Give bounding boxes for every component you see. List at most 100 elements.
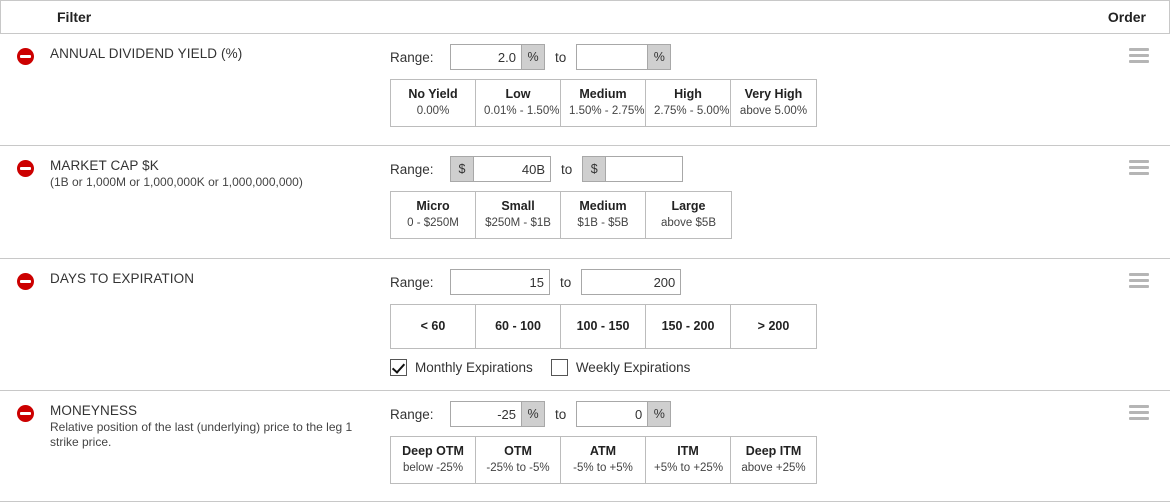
dollar-prefix: $ <box>450 156 473 182</box>
bucket-group: No Yield 0.00% Low 0.01% - 1.50% Medium … <box>390 79 817 127</box>
filter-title: DAYS TO EXPIRATION <box>50 271 195 286</box>
filter-controls-cell: Range: % to % Deep OTM below -25% OTM <box>390 391 1108 484</box>
range-label: Range: <box>390 274 434 290</box>
bucket-option[interactable]: Deep OTM below -25% <box>391 437 476 483</box>
bucket-sublabel: above 5.00% <box>739 105 808 117</box>
remove-cell <box>0 146 50 177</box>
remove-cell <box>0 34 50 65</box>
bucket-option[interactable]: Low 0.01% - 1.50% <box>476 80 561 126</box>
checkbox-weekly-expirations[interactable]: Weekly Expirations <box>550 359 691 376</box>
column-header-order: Order <box>1107 9 1146 25</box>
bucket-sublabel: 2.75% - 5.00% <box>654 105 730 117</box>
filter-row: MONEYNESS Relative position of the last … <box>0 391 1170 502</box>
percent-suffix: % <box>648 44 672 70</box>
bucket-label: Very High <box>744 87 803 101</box>
checkbox-checked-icon[interactable] <box>390 359 407 376</box>
bucket-option[interactable]: OTM -25% to -5% <box>476 437 561 483</box>
bucket-option[interactable]: No Yield 0.00% <box>391 80 476 126</box>
bucket-option[interactable]: < 60 <box>391 305 476 348</box>
bucket-group: < 60 60 - 100 100 - 150 150 - 200 > 200 <box>390 304 817 349</box>
remove-circle-icon[interactable] <box>16 160 34 177</box>
bucket-label: < 60 <box>420 319 446 333</box>
filter-title: ANNUAL DIVIDEND YIELD (%) <box>50 46 243 61</box>
bucket-label: Small <box>501 199 535 213</box>
bucket-sublabel: 0 - $250M <box>407 217 459 229</box>
range-from-input[interactable] <box>450 401 522 427</box>
filter-name-cell: MARKET CAP $K (1B or 1,000M or 1,000,000… <box>50 146 390 190</box>
bucket-label: High <box>674 87 702 101</box>
range-to-input[interactable] <box>581 269 682 295</box>
filter-row: MARKET CAP $K (1B or 1,000M or 1,000,000… <box>0 146 1170 259</box>
drag-handle-icon[interactable] <box>1129 160 1149 175</box>
bucket-sublabel: -25% to -5% <box>486 462 550 474</box>
bucket-option[interactable]: 150 - 200 <box>646 305 731 348</box>
filter-controls-cell: Range: to < 60 60 - 100 100 - 150 <box>390 259 1108 376</box>
bucket-label: OTM <box>504 444 532 458</box>
remove-circle-icon[interactable] <box>16 273 34 290</box>
range-to-group: % <box>576 401 672 427</box>
bucket-option[interactable]: Micro 0 - $250M <box>391 192 476 238</box>
bucket-sublabel: $250M - $1B <box>485 217 551 229</box>
range-line: Range: to <box>390 269 1108 295</box>
order-cell <box>1108 34 1170 63</box>
bucket-sublabel: $1B - $5B <box>577 217 629 229</box>
bucket-label: 60 - 100 <box>495 319 541 333</box>
bucket-group: Deep OTM below -25% OTM -25% to -5% ATM … <box>390 436 817 484</box>
drag-handle-icon[interactable] <box>1129 273 1149 288</box>
bucket-label: Deep OTM <box>402 444 464 458</box>
range-label: Range: <box>390 406 434 422</box>
remove-circle-icon[interactable] <box>16 48 34 65</box>
bucket-option[interactable]: Deep ITM above +25% <box>731 437 816 483</box>
checkbox-unchecked-icon[interactable] <box>550 359 568 376</box>
checkbox-label: Weekly Expirations <box>575 360 691 375</box>
bucket-label: Deep ITM <box>745 444 802 458</box>
range-label: Range: <box>390 49 434 65</box>
filter-subtitle: (1B or 1,000M or 1,000,000K or 1,000,000… <box>50 175 303 189</box>
bucket-option[interactable]: ATM -5% to +5% <box>561 437 646 483</box>
filter-controls-cell: Range: $ to $ Micro 0 - $250M Small <box>390 146 1108 239</box>
percent-suffix: % <box>648 401 672 427</box>
order-cell <box>1108 259 1170 288</box>
bucket-sublabel: 0.01% - 1.50% <box>484 105 560 117</box>
remove-cell <box>0 391 50 422</box>
bucket-option[interactable]: > 200 <box>731 305 816 348</box>
checkbox-label: Monthly Expirations <box>415 360 533 375</box>
bucket-option[interactable]: High 2.75% - 5.00% <box>646 80 731 126</box>
range-to-input[interactable] <box>605 156 684 182</box>
bucket-option[interactable]: Medium 1.50% - 2.75% <box>561 80 646 126</box>
range-from-group <box>450 269 550 295</box>
bucket-sublabel: below -25% <box>402 462 464 474</box>
bucket-label: ATM <box>589 444 617 458</box>
range-to-input[interactable] <box>576 401 649 427</box>
bucket-label: 150 - 200 <box>661 319 715 333</box>
drag-handle-icon[interactable] <box>1129 405 1149 420</box>
range-from-input[interactable] <box>450 44 522 70</box>
bucket-option[interactable]: Medium $1B - $5B <box>561 192 646 238</box>
table-header: Filter Order <box>0 0 1170 34</box>
bucket-label: No Yield <box>408 87 458 101</box>
filter-row: DAYS TO EXPIRATION Range: to < 60 60 - 1… <box>0 259 1170 391</box>
range-to-group <box>581 269 682 295</box>
filter-subtitle: Relative position of the last (underlyin… <box>50 420 353 449</box>
percent-suffix: % <box>522 44 545 70</box>
range-to-label: to <box>560 274 572 290</box>
bucket-option[interactable]: Small $250M - $1B <box>476 192 561 238</box>
bucket-option[interactable]: 100 - 150 <box>561 305 646 348</box>
range-from-group: $ <box>450 156 551 182</box>
range-to-group: % <box>576 44 672 70</box>
range-to-input[interactable] <box>576 44 649 70</box>
bucket-option[interactable]: Very High above 5.00% <box>731 80 816 126</box>
range-line: Range: $ to $ <box>390 156 1108 182</box>
range-from-input[interactable] <box>450 269 550 295</box>
range-from-input[interactable] <box>473 156 551 182</box>
range-line: Range: % to % <box>390 44 1108 70</box>
checkbox-monthly-expirations[interactable]: Monthly Expirations <box>390 359 533 376</box>
remove-circle-icon[interactable] <box>16 405 34 422</box>
bucket-option[interactable]: 60 - 100 <box>476 305 561 348</box>
filter-title: MONEYNESS <box>50 403 138 418</box>
filter-row: ANNUAL DIVIDEND YIELD (%) Range: % to % … <box>0 34 1170 146</box>
bucket-sublabel: above +25% <box>741 462 806 474</box>
bucket-option[interactable]: Large above $5B <box>646 192 731 238</box>
bucket-option[interactable]: ITM +5% to +25% <box>646 437 731 483</box>
drag-handle-icon[interactable] <box>1129 48 1149 63</box>
